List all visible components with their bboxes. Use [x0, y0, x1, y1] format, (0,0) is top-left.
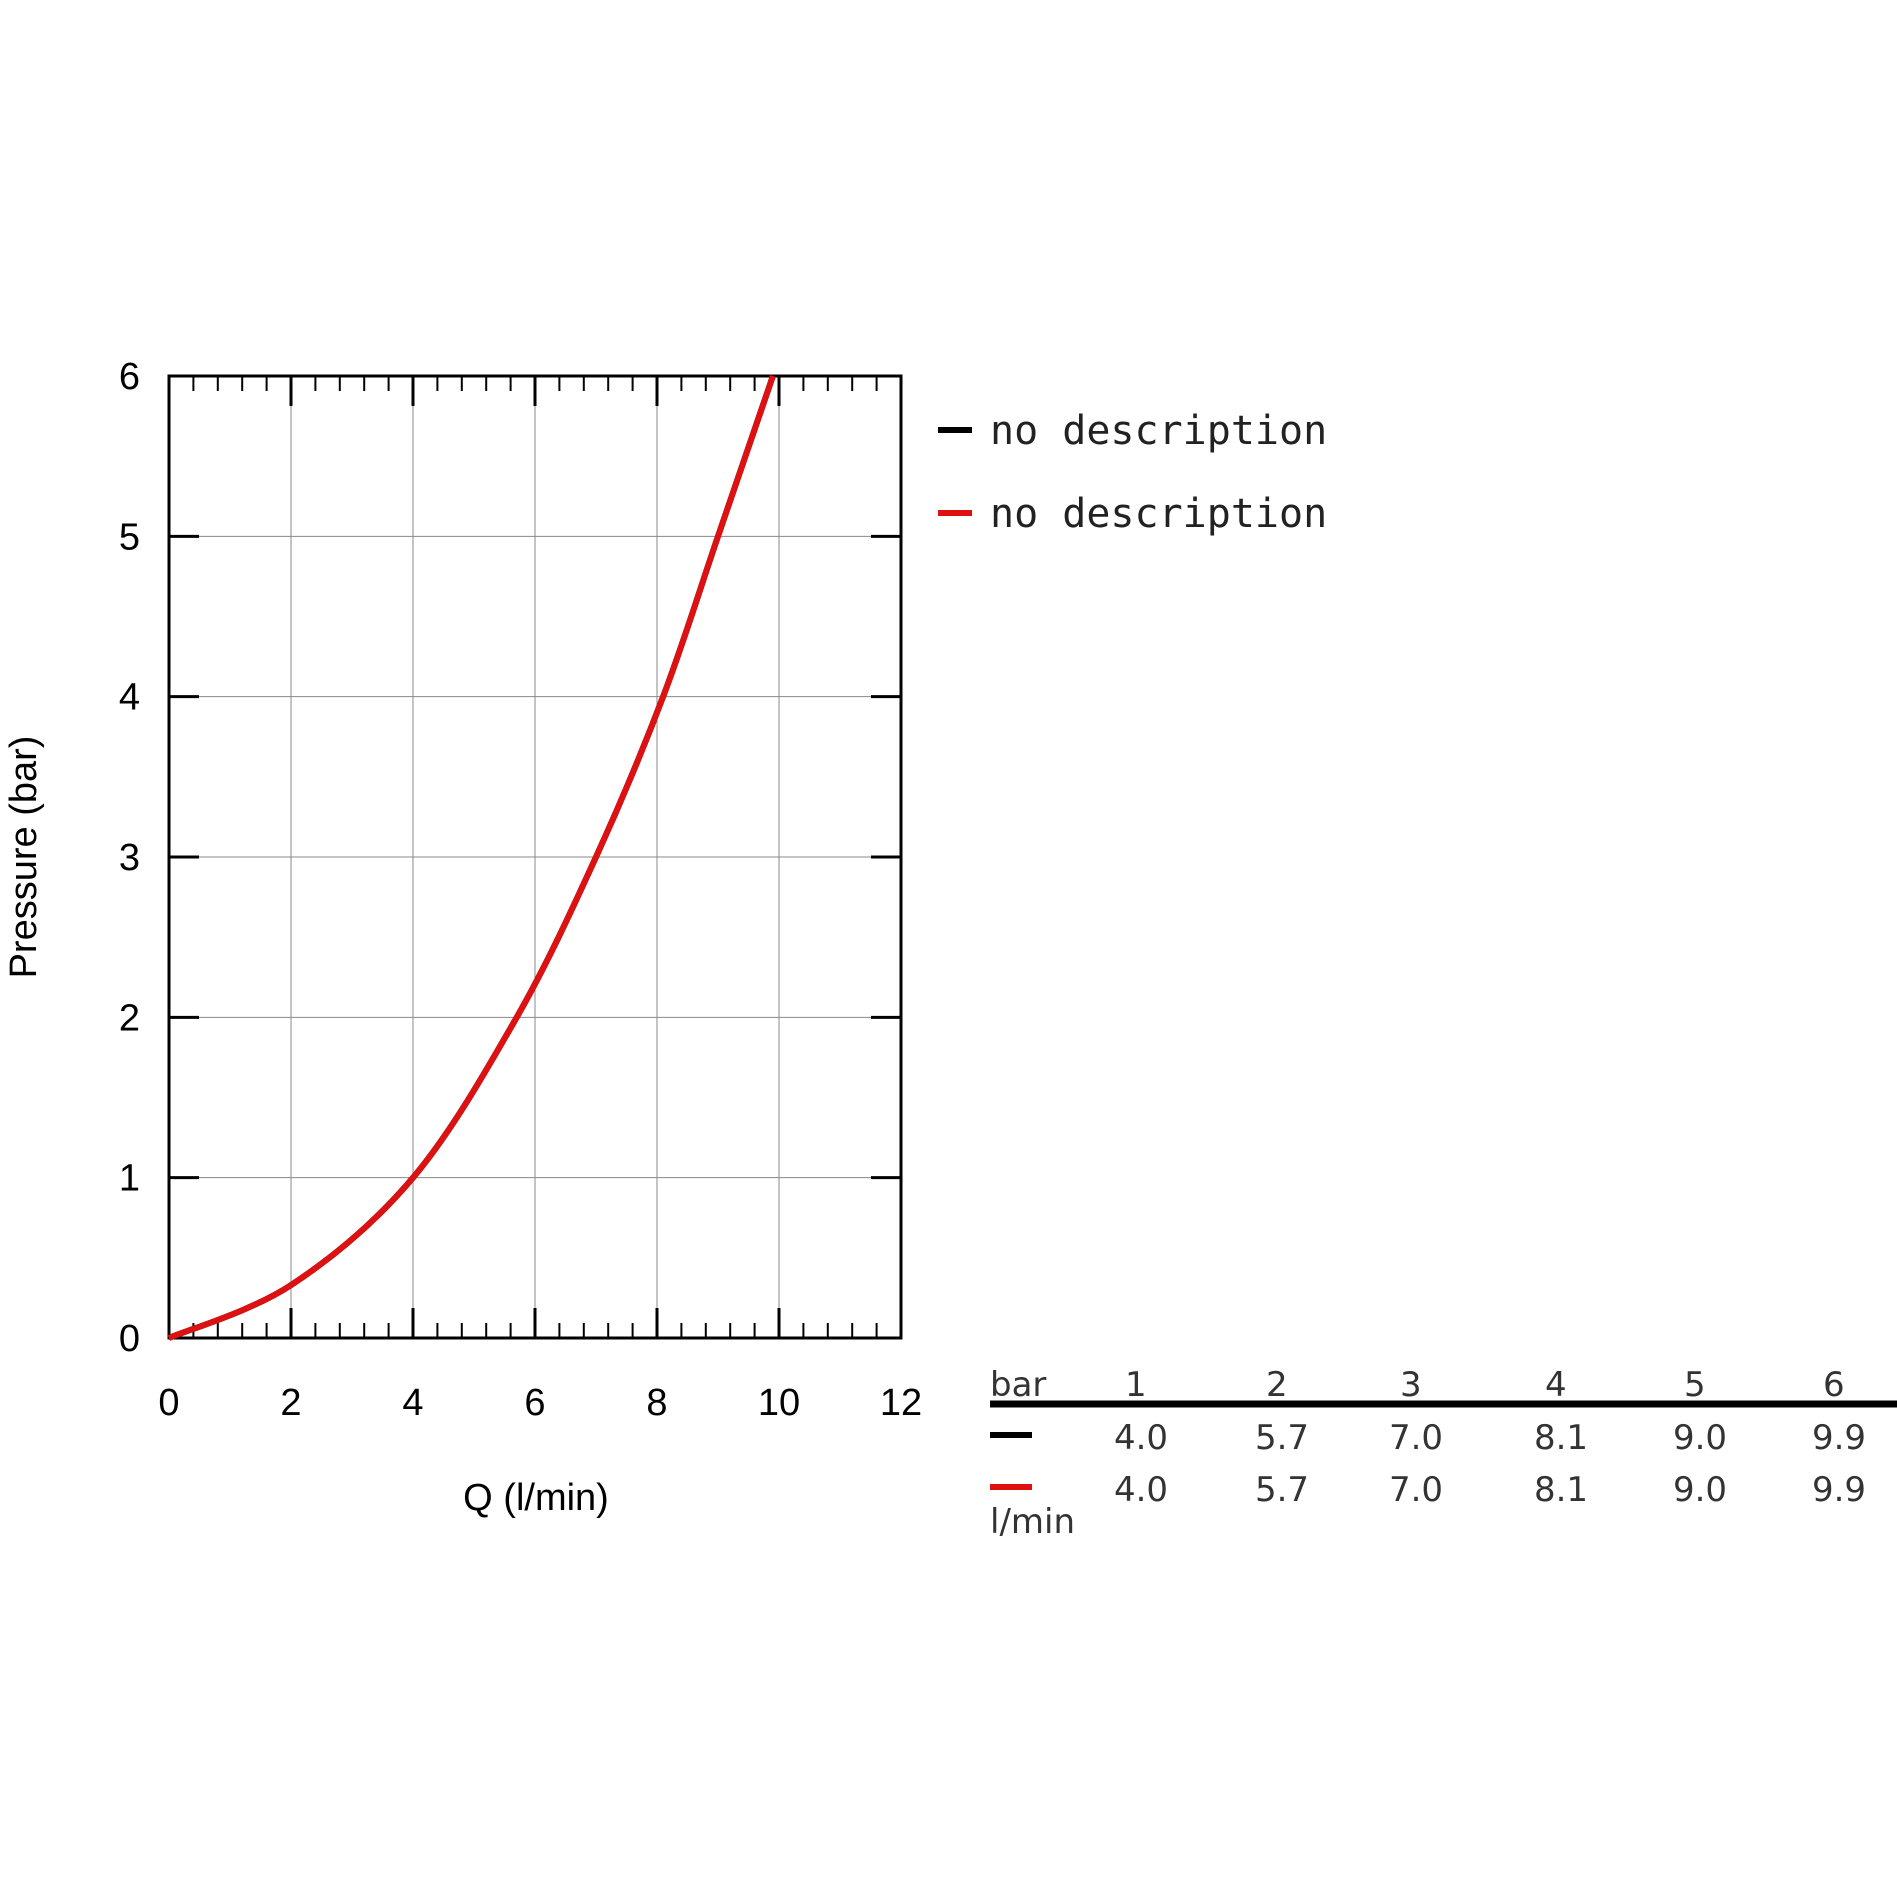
legend-label: no description	[990, 491, 1327, 537]
y-tick-label: 1	[119, 1158, 140, 1200]
x-tick-label: 4	[402, 1382, 423, 1424]
x-tick-label: 2	[280, 1382, 301, 1424]
x-tick-label: 8	[646, 1382, 667, 1424]
table-column-header: 6	[1823, 1365, 1845, 1405]
table-cell: 7.0	[1389, 1418, 1443, 1458]
table-cell: 9.9	[1812, 1470, 1866, 1510]
x-axis-label: Q (l/min)	[463, 1477, 609, 1519]
x-tick-label: 6	[524, 1382, 545, 1424]
table-column-header: 3	[1400, 1365, 1422, 1405]
table-cell: 8.1	[1534, 1418, 1588, 1458]
y-tick-label: 0	[119, 1318, 140, 1360]
table-cell: 5.7	[1255, 1418, 1309, 1458]
y-tick-label: 5	[119, 516, 140, 558]
y-tick-label: 3	[119, 837, 140, 879]
table-header-label: bar	[990, 1365, 1046, 1405]
x-tick-label: 10	[758, 1382, 800, 1424]
table-cell: 4.0	[1114, 1470, 1168, 1510]
table-cell: 8.1	[1534, 1470, 1588, 1510]
table-cell: 9.0	[1673, 1470, 1727, 1510]
y-tick-label: 2	[119, 997, 140, 1039]
table-cell: 4.0	[1114, 1418, 1168, 1458]
table-cell: 9.9	[1812, 1418, 1866, 1458]
table-column-header: 4	[1545, 1365, 1567, 1405]
x-tick-label: 12	[880, 1382, 922, 1424]
y-axis-label: Pressure (bar)	[3, 736, 45, 979]
table-cell: 7.0	[1389, 1470, 1443, 1510]
table-column-header: 2	[1266, 1365, 1288, 1405]
x-tick-label: 0	[158, 1382, 179, 1424]
series-line	[167, 375, 776, 1341]
plot-frame	[167, 374, 903, 1340]
legend-label: no description	[990, 408, 1327, 454]
table-cell: 9.0	[1673, 1418, 1727, 1458]
table-cell: 5.7	[1255, 1470, 1309, 1510]
y-tick-label: 4	[119, 677, 140, 719]
table-column-header: 1	[1125, 1365, 1147, 1405]
table-unit: l/min	[990, 1502, 1075, 1542]
y-tick-label: 6	[119, 356, 140, 398]
table-column-header: 5	[1684, 1365, 1706, 1405]
